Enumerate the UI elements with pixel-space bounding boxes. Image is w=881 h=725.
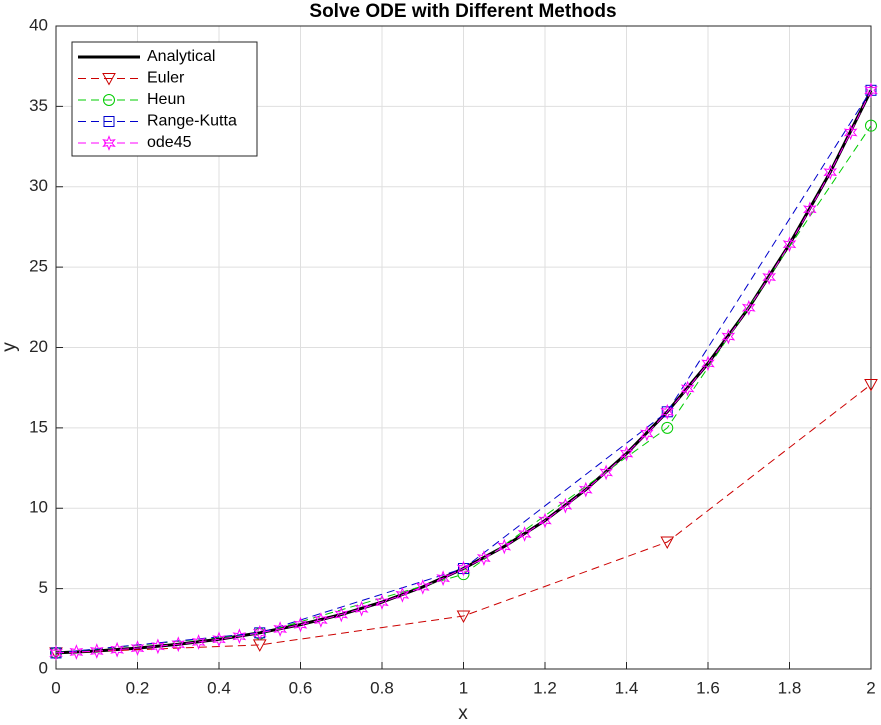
- marker: [599, 464, 614, 481]
- marker: [103, 116, 115, 127]
- marker: [130, 640, 145, 656]
- marker: [395, 587, 410, 603]
- marker: [150, 638, 165, 655]
- marker: [802, 201, 817, 218]
- marker: [660, 403, 675, 420]
- series: [49, 82, 878, 661]
- marker: [49, 645, 63, 661]
- x-tick-label: 1.8: [778, 678, 802, 697]
- marker: [538, 512, 552, 529]
- legend: Analytical Euler Heun Range-Kutta ode45: [71, 41, 258, 157]
- legend-box: [71, 41, 258, 157]
- marker: [639, 425, 654, 442]
- series-line: [55, 90, 872, 654]
- marker: [313, 612, 328, 628]
- y-tick-label: 0: [39, 658, 48, 677]
- legend-label: Heun: [147, 91, 185, 108]
- marker: [680, 380, 695, 397]
- marker: [110, 641, 125, 658]
- x-tick-label: 0.2: [126, 678, 150, 697]
- marker: [171, 636, 186, 653]
- marker: [191, 634, 206, 650]
- plot-frame: [55, 25, 872, 670]
- marker: [823, 164, 838, 180]
- marker: [212, 631, 226, 648]
- y-tick-label: 5: [39, 578, 48, 597]
- x-tick-label: 1.6: [696, 678, 720, 697]
- y-tick-label: 35: [29, 96, 48, 115]
- marker: [89, 643, 104, 659]
- marker: [415, 579, 430, 595]
- marker: [232, 628, 247, 645]
- y-tick-label: 30: [29, 176, 48, 195]
- x-tick-label: 0.4: [207, 678, 231, 697]
- marker: [497, 538, 512, 555]
- marker: [864, 82, 878, 99]
- marker: [619, 445, 634, 462]
- marker: [578, 481, 593, 498]
- x-axis-label: x: [458, 703, 468, 724]
- x-tick-label: 0.8: [370, 678, 394, 697]
- marker: [660, 536, 675, 550]
- marker: [103, 94, 115, 106]
- marker: [252, 624, 267, 641]
- marker: [476, 550, 491, 566]
- y-tick-label: 15: [29, 417, 48, 436]
- marker: [375, 594, 389, 610]
- marker: [436, 570, 451, 587]
- x-tick-label: 1: [459, 678, 468, 697]
- marker: [273, 621, 288, 637]
- marker: [293, 616, 308, 633]
- marker: [69, 644, 84, 660]
- x-tick-label: 2: [866, 678, 875, 697]
- marker: [334, 606, 349, 623]
- x-tick-label: 1.2: [533, 678, 557, 697]
- y-tick-label: 20: [29, 337, 48, 356]
- marker: [456, 560, 471, 577]
- marker: [102, 135, 116, 151]
- marker: [458, 563, 469, 575]
- marker: [456, 610, 471, 623]
- marker: [865, 119, 877, 132]
- series-line: [55, 384, 872, 654]
- marker: [865, 84, 877, 96]
- legend-label: Euler: [147, 70, 185, 87]
- legend-label: Range-Kutta: [147, 113, 237, 130]
- marker: [762, 269, 777, 285]
- legend-label: Analytical: [147, 48, 215, 65]
- marker: [782, 236, 797, 253]
- legend-label: ode45: [147, 134, 192, 151]
- y-axis-label: y: [0, 342, 20, 352]
- marker: [102, 73, 116, 86]
- marker: [517, 526, 532, 542]
- x-tick-label: 0: [51, 678, 60, 697]
- y-tick-label: 10: [29, 498, 48, 517]
- y-tick-label: 40: [29, 15, 48, 34]
- marker: [864, 378, 878, 392]
- marker: [741, 299, 756, 316]
- marker: [721, 328, 736, 345]
- y-tick-label: 25: [29, 257, 48, 276]
- chart-title: Solve ODE with Different Methods: [309, 1, 616, 22]
- x-tick-label: 1.4: [615, 678, 639, 697]
- marker: [701, 355, 715, 372]
- marker: [558, 497, 573, 514]
- marker: [661, 421, 674, 434]
- marker: [354, 600, 369, 617]
- marker: [843, 124, 858, 141]
- x-tick-label: 0.6: [289, 678, 313, 697]
